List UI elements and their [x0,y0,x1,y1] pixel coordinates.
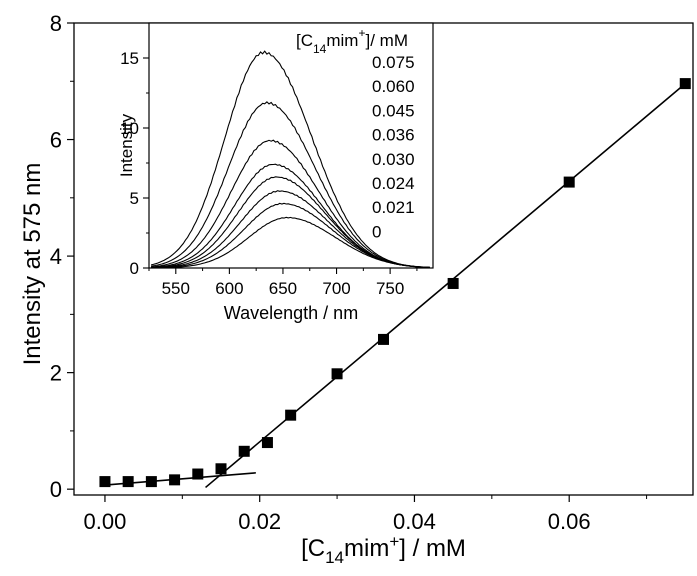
x-tick-label: 0.02 [238,509,281,534]
label-superscript: + [389,532,399,551]
legend-entry: 0.036 [372,126,415,145]
legend-entry: 0.024 [372,174,415,193]
label-part: mim [344,535,389,562]
inset-x-tick-label: 550 [162,279,190,298]
data-point [169,474,181,486]
y-tick-label: 0 [50,477,62,502]
legend-entry: 0.045 [372,101,415,120]
data-point [447,277,459,289]
label-part: [C [301,535,325,562]
inset-y-axis-label: Intensity [117,113,136,177]
label-superscript: + [358,26,365,40]
legend-entry: 0.030 [372,150,415,169]
inset-plot: 550 600 650 700 750 0 5 10 15 Intensity Wavelength… [117,22,434,323]
spectrum-line-0_060 [151,101,430,268]
x-tick-label: 0.06 [548,509,591,534]
data-point [563,176,575,188]
data-point [122,476,134,488]
inset-x-axis-label: Wavelength / nm [224,303,358,323]
x-tick-label: 0.04 [393,509,436,534]
inset-frame [148,22,434,269]
inset-x-tick-label: 650 [269,279,297,298]
x-axis-label: [C14mim+] / mM [301,532,466,567]
legend-entry: 0.060 [372,77,415,96]
inset-y-tick-label: 15 [120,49,139,68]
y-tick-label: 4 [50,244,62,269]
data-point [285,409,297,421]
spectrum-line-0 [151,216,430,269]
data-point [679,78,691,90]
label-subscript: 14 [313,42,327,56]
legend-entry: 0.021 [372,198,415,217]
label-part: mim [326,31,358,50]
data-point [331,368,343,380]
inset-x-tick-label: 700 [322,279,350,298]
label-part: ]/ mM [365,31,408,50]
data-point [192,468,204,480]
spectrum-line-0_075 [150,50,430,268]
inset-y-tick-label: 5 [130,189,139,208]
data-point [261,437,273,449]
inset-x-tick-label: 600 [215,279,243,298]
y-axis-label: Intensity at 575 nm [19,163,46,366]
inset-y-tick-label: 0 [130,259,139,278]
data-point [215,463,227,475]
legend-entry: 0 [372,222,381,241]
data-point [238,445,250,457]
data-point [145,476,157,488]
legend-entry: 0.075 [372,53,415,72]
data-point [378,333,389,345]
y-tick-label: 6 [50,128,62,153]
label-part: [C [296,31,313,50]
inset-x-tick-label: 750 [376,279,404,298]
x-tick-label: 0.00 [84,509,127,534]
y-tick-label: 8 [50,11,62,36]
data-point [99,476,111,488]
label-subscript: 14 [325,548,344,567]
inset-y-tick-label: 10 [120,119,139,138]
label-part: ] / mM [399,535,466,562]
y-tick-label: 2 [50,361,62,386]
legend-title: [C14mim+]/ mM [296,26,408,56]
